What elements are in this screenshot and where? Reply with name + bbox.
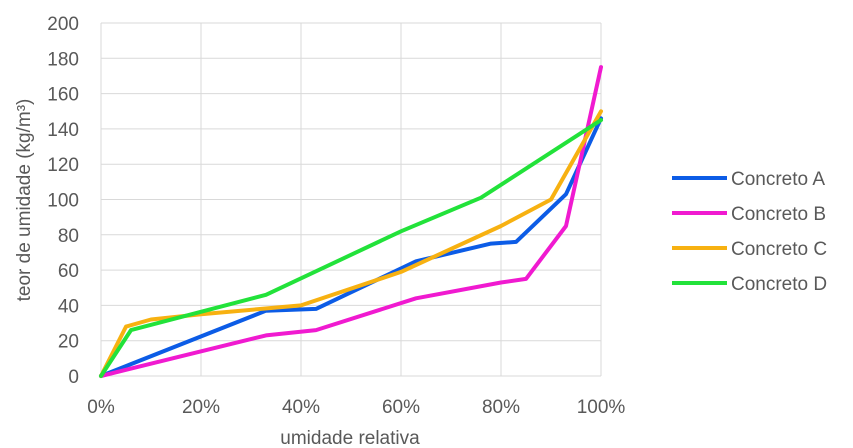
x-tick-label: 40% (282, 397, 320, 418)
legend-label: Concreto C (731, 239, 827, 260)
series-line-concreto-a (99, 116, 603, 378)
y-axis-title: teor de umidade (kg/m³) (14, 99, 35, 302)
y-tick-label: 80 (58, 226, 79, 247)
legend-label: Concreto B (731, 204, 826, 225)
y-tick-label: 180 (47, 49, 79, 70)
y-tick-label: 60 (58, 261, 79, 282)
y-tick-label: 200 (47, 14, 79, 35)
y-tick-label: 0 (68, 367, 79, 388)
series-line-concreto-c (99, 109, 603, 378)
series-line-concreto-d (99, 118, 603, 378)
x-tick-label: 0% (87, 397, 115, 418)
legend-label: Concreto A (731, 169, 825, 190)
y-tick-label: 100 (47, 191, 79, 212)
x-tick-label: 80% (482, 397, 520, 418)
y-tick-label: 40 (58, 296, 79, 317)
x-tick-label: 60% (382, 397, 420, 418)
x-axis-title: umidade relativa (280, 428, 420, 448)
y-tick-label: 140 (47, 120, 79, 141)
x-tick-label: 20% (182, 397, 220, 418)
y-axis-ticks: 0 20 40 60 80 100 120 140 160 180 200 (47, 14, 79, 388)
y-tick-label: 20 (58, 332, 79, 353)
x-axis-ticks: 0% 20% 40% 60% 80% 100% (87, 397, 625, 418)
series-lines (99, 65, 603, 378)
legend-label: Concreto D (731, 274, 827, 295)
y-tick-label: 160 (47, 85, 79, 106)
x-tick-label: 100% (577, 397, 626, 418)
series-line-concreto-b (99, 65, 603, 378)
grid-lines (100, 22, 602, 377)
y-tick-label: 120 (47, 155, 79, 176)
legend: Concreto A Concreto B Concreto C Concreto D (672, 169, 827, 295)
